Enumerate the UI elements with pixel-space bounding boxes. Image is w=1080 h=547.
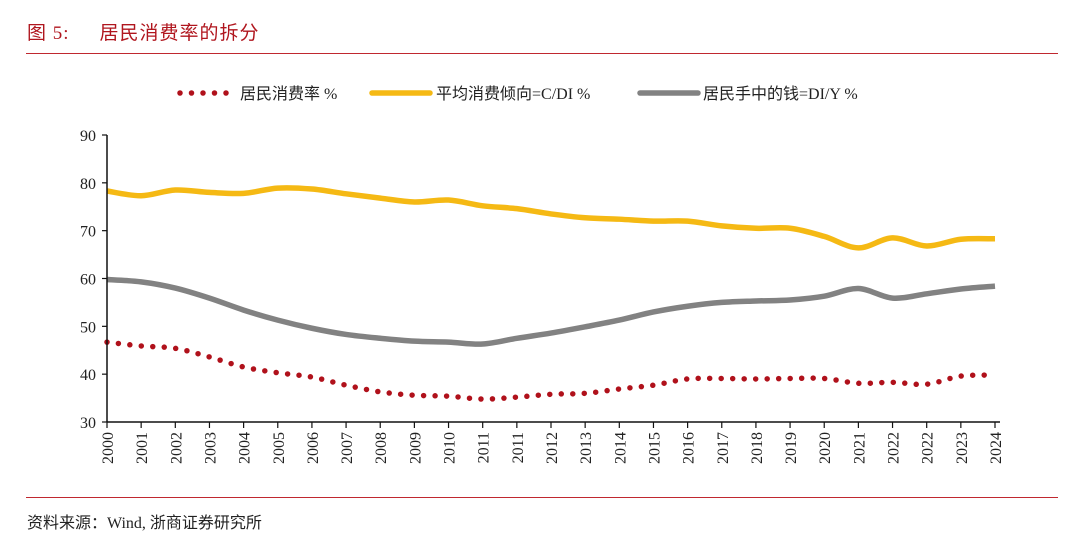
y-tick-label: 80 bbox=[80, 176, 96, 193]
series-line bbox=[106, 185, 996, 251]
source-note: 资料来源：Wind, 浙商证券研究所 bbox=[27, 515, 262, 532]
y-tick-label: 30 bbox=[80, 415, 96, 432]
series-0 bbox=[104, 339, 998, 402]
x-tick-label: 2004 bbox=[237, 432, 254, 464]
x-tick-label: 2000 bbox=[100, 432, 117, 464]
bottom-divider bbox=[26, 497, 1058, 498]
x-tick-label: 2016 bbox=[681, 432, 698, 464]
series-layer bbox=[104, 185, 998, 402]
y-tick-label: 90 bbox=[80, 128, 96, 145]
legend-item: 居民消费率 % bbox=[177, 85, 337, 103]
x-tick-label: 2009 bbox=[407, 432, 424, 464]
x-tick-label: 2012 bbox=[544, 432, 561, 464]
legend-item: 居民手中的钱=DI/Y % bbox=[637, 85, 858, 103]
x-tick-label: 2011 bbox=[476, 432, 493, 463]
x-tick-label: 2024 bbox=[988, 432, 1005, 464]
x-tick-label: 2022 bbox=[886, 432, 903, 464]
legend-label: 居民手中的钱=DI/Y % bbox=[703, 85, 858, 103]
x-tick-label: 2013 bbox=[578, 432, 595, 464]
series-2 bbox=[106, 276, 996, 347]
series-line-dotted bbox=[104, 339, 998, 402]
y-tick-label: 50 bbox=[80, 319, 96, 336]
figure-title: 图 5: 居民消费率的拆分 bbox=[27, 18, 260, 45]
y-tick-label: 40 bbox=[80, 367, 96, 384]
y-tick-label: 70 bbox=[80, 224, 96, 241]
x-tick-label: 2002 bbox=[168, 432, 185, 464]
legend: 居民消费率 % 平均消费倾向=C/DI % 居民手中的钱=DI/Y % bbox=[177, 85, 858, 103]
x-tick-label: 2010 bbox=[442, 432, 459, 464]
top-divider bbox=[26, 53, 1058, 54]
legend-label: 平均消费倾向=C/DI % bbox=[436, 85, 590, 103]
legend-item: 平均消费倾向=C/DI % bbox=[369, 85, 590, 103]
x-tick-label: 2022 bbox=[920, 432, 937, 464]
x-tick-label: 2019 bbox=[783, 432, 800, 464]
series-line bbox=[106, 276, 996, 347]
x-tick-label: 2014 bbox=[612, 432, 629, 464]
axes: 30 40 50 60 70 80 90 2000 2001 2002 2003 2004 2005 20… bbox=[80, 128, 1005, 464]
x-tick-label: 2008 bbox=[373, 432, 390, 464]
x-tick-label: 2021 bbox=[851, 432, 868, 464]
x-tick-label: 2003 bbox=[202, 432, 219, 464]
x-tick-label: 2023 bbox=[954, 432, 971, 464]
x-tick-label: 2015 bbox=[646, 432, 663, 464]
x-tick-label: 2007 bbox=[339, 432, 356, 464]
x-tick-label: 2017 bbox=[715, 432, 732, 464]
y-tick-label: 60 bbox=[80, 272, 96, 289]
x-tick-label: 2005 bbox=[271, 432, 288, 464]
figure-number: 图 5: bbox=[27, 23, 70, 44]
legend-label: 居民消费率 % bbox=[240, 85, 337, 103]
x-tick-label: 2001 bbox=[134, 432, 151, 464]
series-1 bbox=[106, 185, 996, 251]
x-tick-label: 2018 bbox=[749, 432, 766, 464]
x-tick-label: 2006 bbox=[305, 432, 322, 464]
x-tick-label: 2020 bbox=[817, 432, 834, 464]
x-tick-label: 2011 bbox=[510, 432, 527, 463]
figure-title-text: 居民消费率的拆分 bbox=[99, 23, 260, 44]
